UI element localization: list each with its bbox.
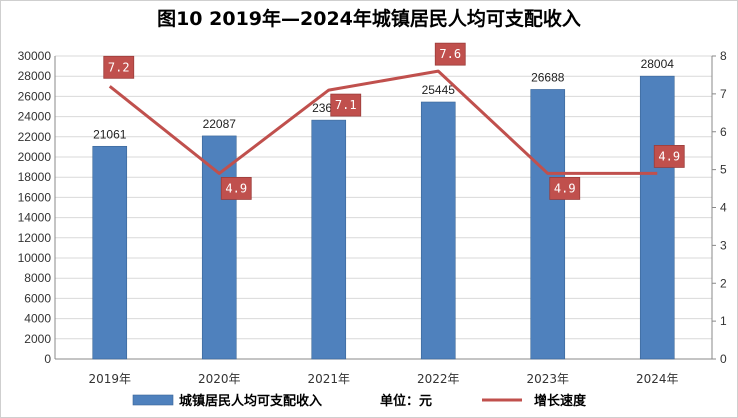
growth-label-box [330,93,362,117]
y-left-tick-label: 12000 [18,231,52,245]
bar [639,75,675,360]
y-left-tick-label: 20000 [18,150,52,164]
y-left-tick-label: 10000 [18,251,52,265]
bar-value-label: 26688 [531,70,565,84]
growth-value-label: 7.1 [335,98,357,112]
growth-line [108,69,658,175]
y-right-tick-label: 0 [720,352,727,366]
y-right-tick-label: 5 [720,163,727,177]
y-left-tick-label: 6000 [24,291,51,305]
y-left-tick-label: 18000 [18,170,52,184]
growth-label-box [653,145,685,168]
bar [92,145,128,360]
growth-label-box [103,55,135,79]
growth-value-label: 4.9 [658,149,680,163]
bar [201,135,237,360]
growth-label-box [220,177,252,200]
y-right-tick-label: 6 [720,125,727,139]
y-left-tick-label: 4000 [24,312,51,326]
y-left-tick-label: 8000 [24,271,51,285]
bar-value-label: 21061 [93,127,127,141]
y-left-tick-label: 0 [44,352,51,366]
bar-value-label: 25445 [422,83,456,97]
y-left-tick-label: 16000 [18,190,52,204]
growth-label-box [434,42,466,66]
x-tick-label: 2019年 [88,372,131,386]
growth-value-label: 4.9 [554,181,576,195]
x-tick-label: 2020年 [198,372,241,386]
bar [530,89,566,360]
y-right-tick-label: 2 [720,276,727,290]
y-left-tick-label: 2000 [24,332,51,346]
growth-value-label: 4.9 [225,181,247,195]
x-tick-label: 2021年 [307,372,350,386]
legend-line-label: 增长速度 [534,393,587,409]
y-right-tick-label: 8 [720,49,727,63]
y-right-tick-label: 4 [720,201,727,215]
legend-unit-label: 单位：元 [380,393,432,409]
y-right-tick-label: 7 [720,87,727,101]
bar-value-label: 28004 [641,57,675,71]
y-right-tick-label: 3 [720,238,727,252]
y-right-tick-label: 1 [720,314,727,328]
growth-value-label: 7.6 [439,47,461,61]
x-tick-label: 2024年 [636,372,679,386]
x-tick-label: 2023年 [526,372,569,386]
y-left-tick-label: 26000 [18,89,52,103]
y-left-tick-label: 22000 [18,130,52,144]
bar-value-label: 22087 [203,117,237,131]
bar [311,119,347,360]
x-tick-label: 2022年 [417,372,460,386]
chart-title: 图10 2019年—2024年城镇居民人均可支配收入 [157,8,581,30]
growth-value-label: 7.2 [108,60,130,74]
y-left-tick-label: 28000 [18,69,52,83]
y-left-tick-label: 24000 [18,110,52,124]
legend-bar-swatch [132,394,174,406]
y-left-tick-label: 14000 [18,211,52,225]
legend-bar-label: 城镇居民人均可支配收入 [179,393,322,409]
bar [420,101,456,360]
growth-label-box [549,177,581,200]
y-left-tick-label: 30000 [18,49,52,63]
